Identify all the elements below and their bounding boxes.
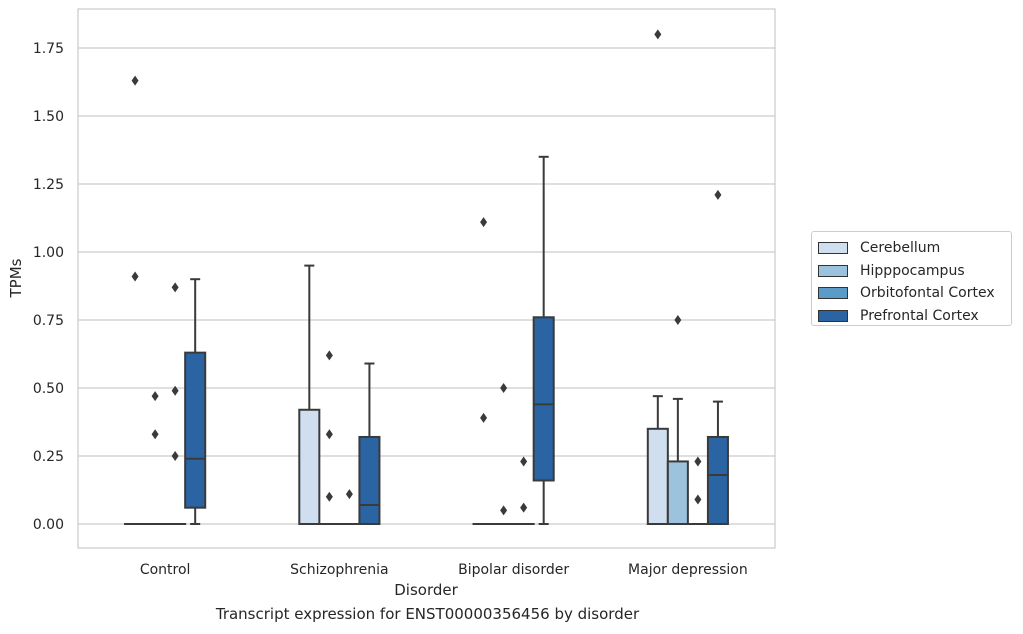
legend-item-prefrontal-cortex: Prefrontal Cortex bbox=[812, 305, 1011, 328]
y-tick-label: 0.00 bbox=[33, 517, 64, 533]
x-tick-label: Control bbox=[140, 562, 191, 578]
outlier-point bbox=[500, 383, 508, 393]
box-iqr bbox=[646, 427, 669, 525]
tick-labels: 0.00 0.25 0.50 0.75 1.00 1.25 1.50 1.75 Control S… bbox=[33, 41, 748, 578]
box-group bbox=[666, 315, 689, 526]
outlier-point bbox=[171, 451, 179, 461]
box-group bbox=[686, 456, 709, 526]
box-group bbox=[184, 278, 207, 525]
box-iqr bbox=[666, 460, 689, 526]
box-group bbox=[646, 29, 669, 525]
y-tick-label: 0.75 bbox=[33, 313, 64, 329]
legend-swatch-hippocampus bbox=[818, 264, 848, 277]
outlier-point bbox=[151, 429, 159, 440]
y-tick-label: 0.50 bbox=[33, 381, 64, 397]
box-group bbox=[706, 189, 729, 525]
y-tick-label: 0.25 bbox=[33, 449, 64, 465]
outlier-point bbox=[694, 456, 702, 467]
outlier-point bbox=[480, 217, 488, 228]
y-tick-label: 1.75 bbox=[33, 41, 64, 57]
box-group bbox=[512, 456, 535, 526]
box-iqr bbox=[184, 351, 207, 509]
legend-swatch-orbitofrontal-cortex bbox=[818, 287, 848, 300]
x-tick-label: Schizophrenia bbox=[290, 562, 388, 578]
y-tick-label: 1.00 bbox=[33, 245, 64, 261]
box-iqr bbox=[532, 316, 555, 482]
outlier-point bbox=[325, 350, 333, 361]
chart-caption: Transcript expression for ENST0000035645… bbox=[215, 605, 640, 623]
legend-swatch-cerebellum bbox=[818, 242, 848, 255]
box-iqr bbox=[706, 435, 729, 525]
outlier-point bbox=[151, 391, 159, 402]
y-axis-title: TPMs bbox=[7, 258, 25, 298]
box-group bbox=[318, 350, 341, 526]
boxes bbox=[124, 29, 729, 526]
plot-area-frame bbox=[77, 8, 776, 549]
legend-label: Orbitofontal Cortex bbox=[860, 285, 995, 302]
outlier-point bbox=[694, 494, 702, 505]
outlier-point bbox=[171, 282, 179, 293]
box-group bbox=[532, 155, 555, 525]
legend-label: Hipppocampus bbox=[860, 262, 965, 279]
y-tick-label: 1.25 bbox=[33, 177, 64, 193]
legend-item-orbitofrontal-cortex: Orbitofontal Cortex bbox=[812, 282, 1011, 305]
legend-swatch-prefrontal-cortex bbox=[818, 309, 848, 322]
legend-label: Prefrontal Cortex bbox=[860, 307, 979, 324]
outlier-point bbox=[654, 29, 662, 40]
legend-item-hippocampus: Hipppocampus bbox=[812, 260, 1011, 283]
outlier-point bbox=[131, 271, 139, 282]
gridlines bbox=[78, 47, 775, 525]
outlier-point bbox=[325, 491, 333, 502]
box-group bbox=[298, 264, 321, 526]
legend-item-cerebellum: Cerebellum bbox=[812, 237, 1011, 260]
y-tick-label: 1.50 bbox=[33, 109, 64, 125]
box-group bbox=[124, 75, 147, 526]
legend: Cerebellum Hipppocampus Orbitofontal Cor… bbox=[811, 231, 1012, 326]
x-axis-title: Disorder bbox=[394, 581, 458, 599]
box-group bbox=[472, 217, 495, 526]
outlier-point bbox=[345, 489, 353, 500]
outlier-point bbox=[714, 189, 722, 200]
box-iqr bbox=[298, 408, 321, 526]
outlier-point bbox=[520, 502, 528, 513]
x-tick-label: Major depression bbox=[628, 562, 748, 578]
box-group bbox=[144, 391, 167, 526]
box-group bbox=[164, 282, 187, 526]
box-group bbox=[338, 489, 361, 526]
outlier-point bbox=[500, 505, 508, 516]
legend-label: Cerebellum bbox=[860, 240, 941, 257]
box-iqr bbox=[358, 435, 381, 525]
outlier-point bbox=[520, 456, 528, 467]
box-group bbox=[492, 383, 515, 526]
outlier-point bbox=[171, 385, 179, 396]
x-tick-label: Bipolar disorder bbox=[458, 562, 569, 578]
outlier-point bbox=[480, 412, 488, 423]
outlier-point bbox=[131, 75, 139, 86]
outlier-point bbox=[325, 429, 333, 440]
box-group bbox=[358, 362, 381, 525]
outlier-point bbox=[674, 315, 682, 325]
